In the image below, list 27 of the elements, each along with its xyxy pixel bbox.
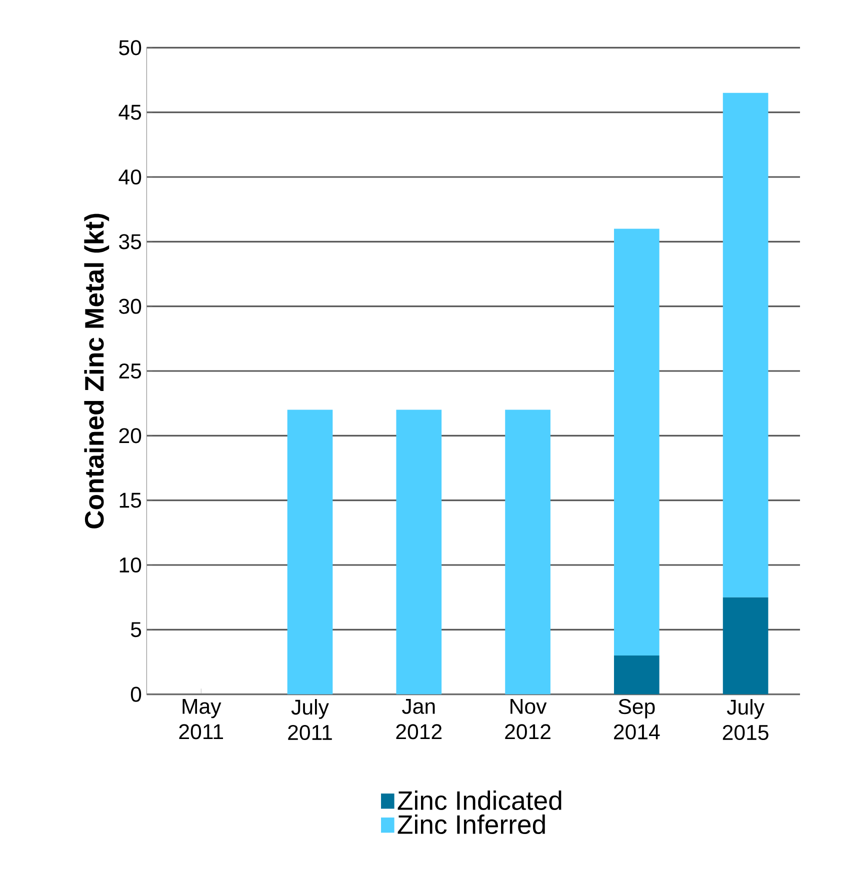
x-tick-label: Jan 2012 — [396, 699, 442, 740]
y-tick-label: 0 — [130, 686, 142, 702]
y-tick-label: 25 — [119, 363, 142, 379]
bar — [722, 92, 768, 598]
y-tick-label: 10 — [120, 557, 142, 573]
bar — [614, 228, 660, 656]
y-axis-title: Contained Zinc Metal (kt) — [84, 214, 110, 528]
y-tick-label: 5 — [130, 622, 142, 638]
y-tick-label: 30 — [119, 298, 142, 314]
legend-label: Zinc Inferred — [398, 814, 545, 834]
x-tick-label: July 2015 — [722, 699, 768, 740]
x-tick-label: Sep 2014 — [614, 699, 660, 740]
bar — [722, 597, 768, 694]
y-tick-label: 35 — [119, 234, 142, 250]
y-tick-label: 20 — [119, 428, 142, 444]
bar — [505, 410, 550, 694]
bar — [287, 410, 333, 694]
x-tick-label: May 2011 — [179, 699, 223, 740]
legend-label: Zinc Indicated — [398, 790, 562, 810]
y-tick-label: 15 — [120, 492, 142, 508]
x-tick-label: Nov 2012 — [505, 699, 550, 740]
y-tick-label: 50 — [119, 40, 142, 56]
x-tick-label: July 2011 — [288, 699, 332, 740]
y-tick-label: 40 — [118, 169, 142, 185]
y-tick-label: 45 — [118, 104, 142, 120]
bar — [396, 410, 442, 694]
bar — [614, 656, 660, 694]
